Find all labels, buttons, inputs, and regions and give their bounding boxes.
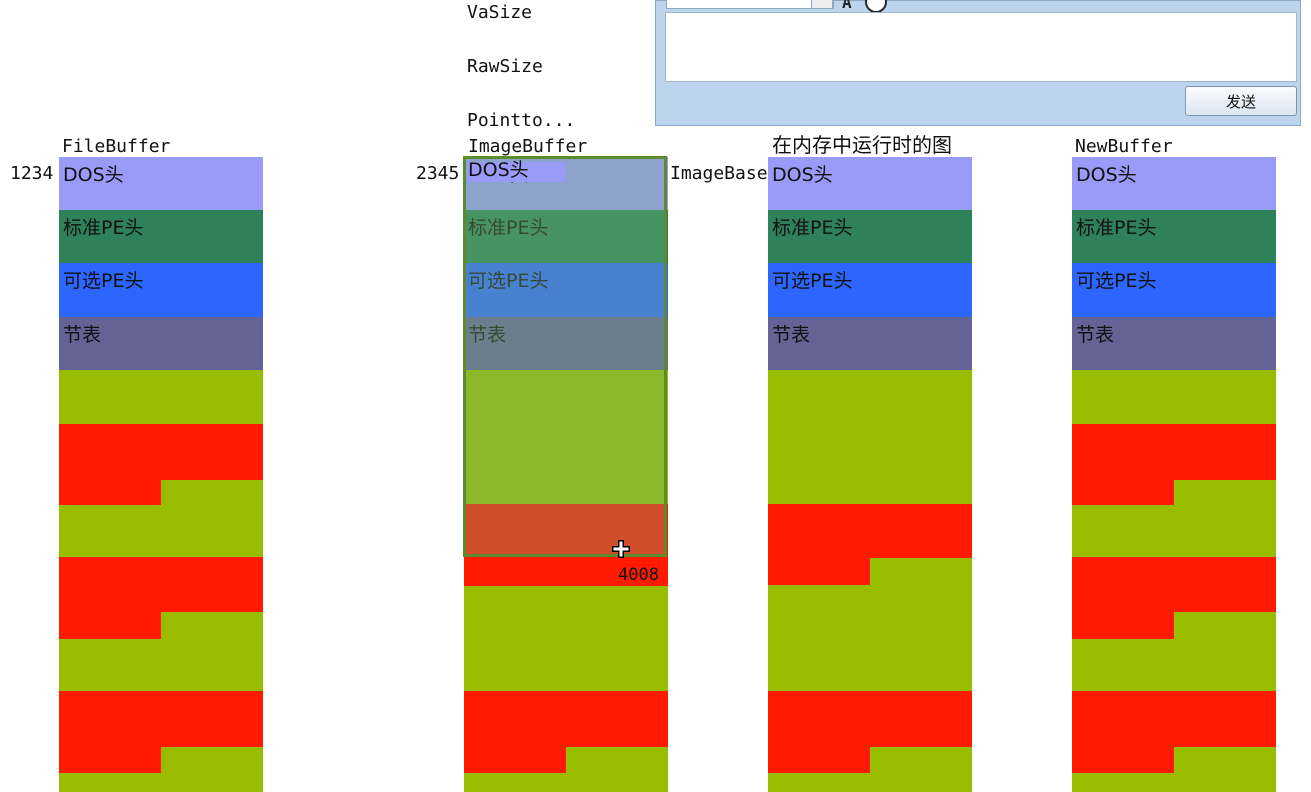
section-table-label: 节表 — [1076, 324, 1115, 346]
section-padding-block — [59, 747, 161, 773]
dos-header-label-overlay: DOS头 — [468, 159, 529, 181]
newbuffer-title: NewBuffer — [1075, 136, 1173, 157]
standard-pe-header-label: 标准PE头 — [1076, 217, 1157, 239]
send-button[interactable]: 发送 — [1185, 86, 1297, 116]
section-padding-block — [768, 558, 870, 585]
standard-pe-header-block: 标准PE头 — [1072, 210, 1276, 263]
offset-annotation: 4008 — [618, 565, 659, 585]
filebuffer-address: 1234 — [10, 163, 54, 184]
dos-header-label: DOS头 — [772, 164, 833, 186]
section-padding-block — [1072, 424, 1276, 480]
section-data-block — [768, 370, 972, 504]
section-data-block — [464, 370, 668, 504]
standard-pe-header-label: 标准PE头 — [468, 217, 549, 239]
font-size-field[interactable] — [666, 0, 834, 9]
message-input[interactable] — [665, 12, 1297, 82]
font-size-dropdown[interactable] — [811, 0, 833, 9]
optional-pe-header-label: 可选PE头 — [468, 270, 549, 292]
section-table-block: 节表 — [464, 317, 668, 370]
section-padding-block — [59, 612, 161, 639]
standard-pe-header-block: 标准PE头 — [464, 210, 668, 263]
optional-pe-header-label: 可选PE头 — [772, 270, 853, 292]
section-padding-block — [59, 480, 161, 505]
section-padding-block — [1072, 747, 1174, 773]
move-cursor-icon — [612, 540, 630, 558]
section-data-block — [59, 370, 263, 424]
section-table-label: 节表 — [468, 324, 507, 346]
runtime-column: DOS头 标准PE头 可选PE头 节表 — [768, 157, 972, 792]
imagebase-label: ImageBase — [670, 163, 768, 184]
imagebuffer-column: DOS头 标准PE头 可选PE头 节表 — [464, 157, 668, 792]
optional-pe-header-block: 可选PE头 — [464, 263, 668, 317]
section-padding-block — [1072, 557, 1276, 612]
standard-pe-header-label: 标准PE头 — [772, 217, 853, 239]
section-padding-block — [768, 747, 870, 773]
section-padding-block — [59, 557, 263, 612]
section-padding-block — [1072, 691, 1276, 747]
section-table-label: 节表 — [63, 324, 102, 346]
optional-pe-header-label: 可选PE头 — [63, 270, 144, 292]
section-padding-block — [768, 691, 972, 747]
standard-pe-header-block: 标准PE头 — [59, 210, 263, 263]
pointto-label: Pointto... — [467, 110, 576, 131]
chat-window: A 发送 — [655, 0, 1301, 126]
optional-pe-header-block: 可选PE头 — [59, 263, 263, 317]
standard-pe-header-label: 标准PE头 — [63, 217, 144, 239]
section-padding-block — [59, 424, 263, 480]
section-padding-block — [59, 691, 263, 747]
imagebuffer-address: 2345 — [416, 163, 460, 184]
section-padding-block — [464, 691, 668, 747]
section-padding-block — [464, 747, 566, 773]
rawsize-label: RawSize — [467, 56, 543, 77]
optional-pe-header-label: 可选PE头 — [1076, 270, 1157, 292]
dos-header-block: DOS头 — [768, 157, 972, 210]
section-padding-block — [464, 557, 566, 586]
vasize-label: VaSize — [467, 2, 533, 23]
dos-header-block: DOS头 — [1072, 157, 1276, 210]
font-icon[interactable]: A — [842, 0, 852, 12]
section-data-block — [1072, 370, 1276, 424]
section-table-block: 节表 — [59, 317, 263, 370]
section-padding-block — [1072, 480, 1174, 505]
section-table-block: 节表 — [1072, 317, 1276, 370]
section-table-block: 节表 — [768, 317, 972, 370]
section-padding-block — [768, 504, 972, 558]
optional-pe-header-block: 可选PE头 — [1072, 263, 1276, 317]
dos-header-label: DOS头 — [63, 164, 124, 186]
filebuffer-title: FileBuffer — [62, 136, 171, 157]
dos-header-block: DOS头 — [59, 157, 263, 210]
section-padding-block — [1072, 612, 1174, 639]
section-table-label: 节表 — [772, 324, 811, 346]
optional-pe-header-block: 可选PE头 — [768, 263, 972, 317]
selection-box[interactable] — [463, 156, 667, 557]
runtime-title: 在内存中运行时的图 — [772, 133, 952, 157]
filebuffer-column: DOS头 标准PE头 可选PE头 节表 — [59, 157, 263, 792]
imagebuffer-title: ImageBuffer — [468, 136, 588, 157]
dos-header-label: DOS头 — [1076, 164, 1137, 186]
standard-pe-header-block: 标准PE头 — [768, 210, 972, 263]
newbuffer-column: DOS头 标准PE头 可选PE头 节表 — [1072, 157, 1276, 792]
text-highlight — [467, 162, 565, 182]
